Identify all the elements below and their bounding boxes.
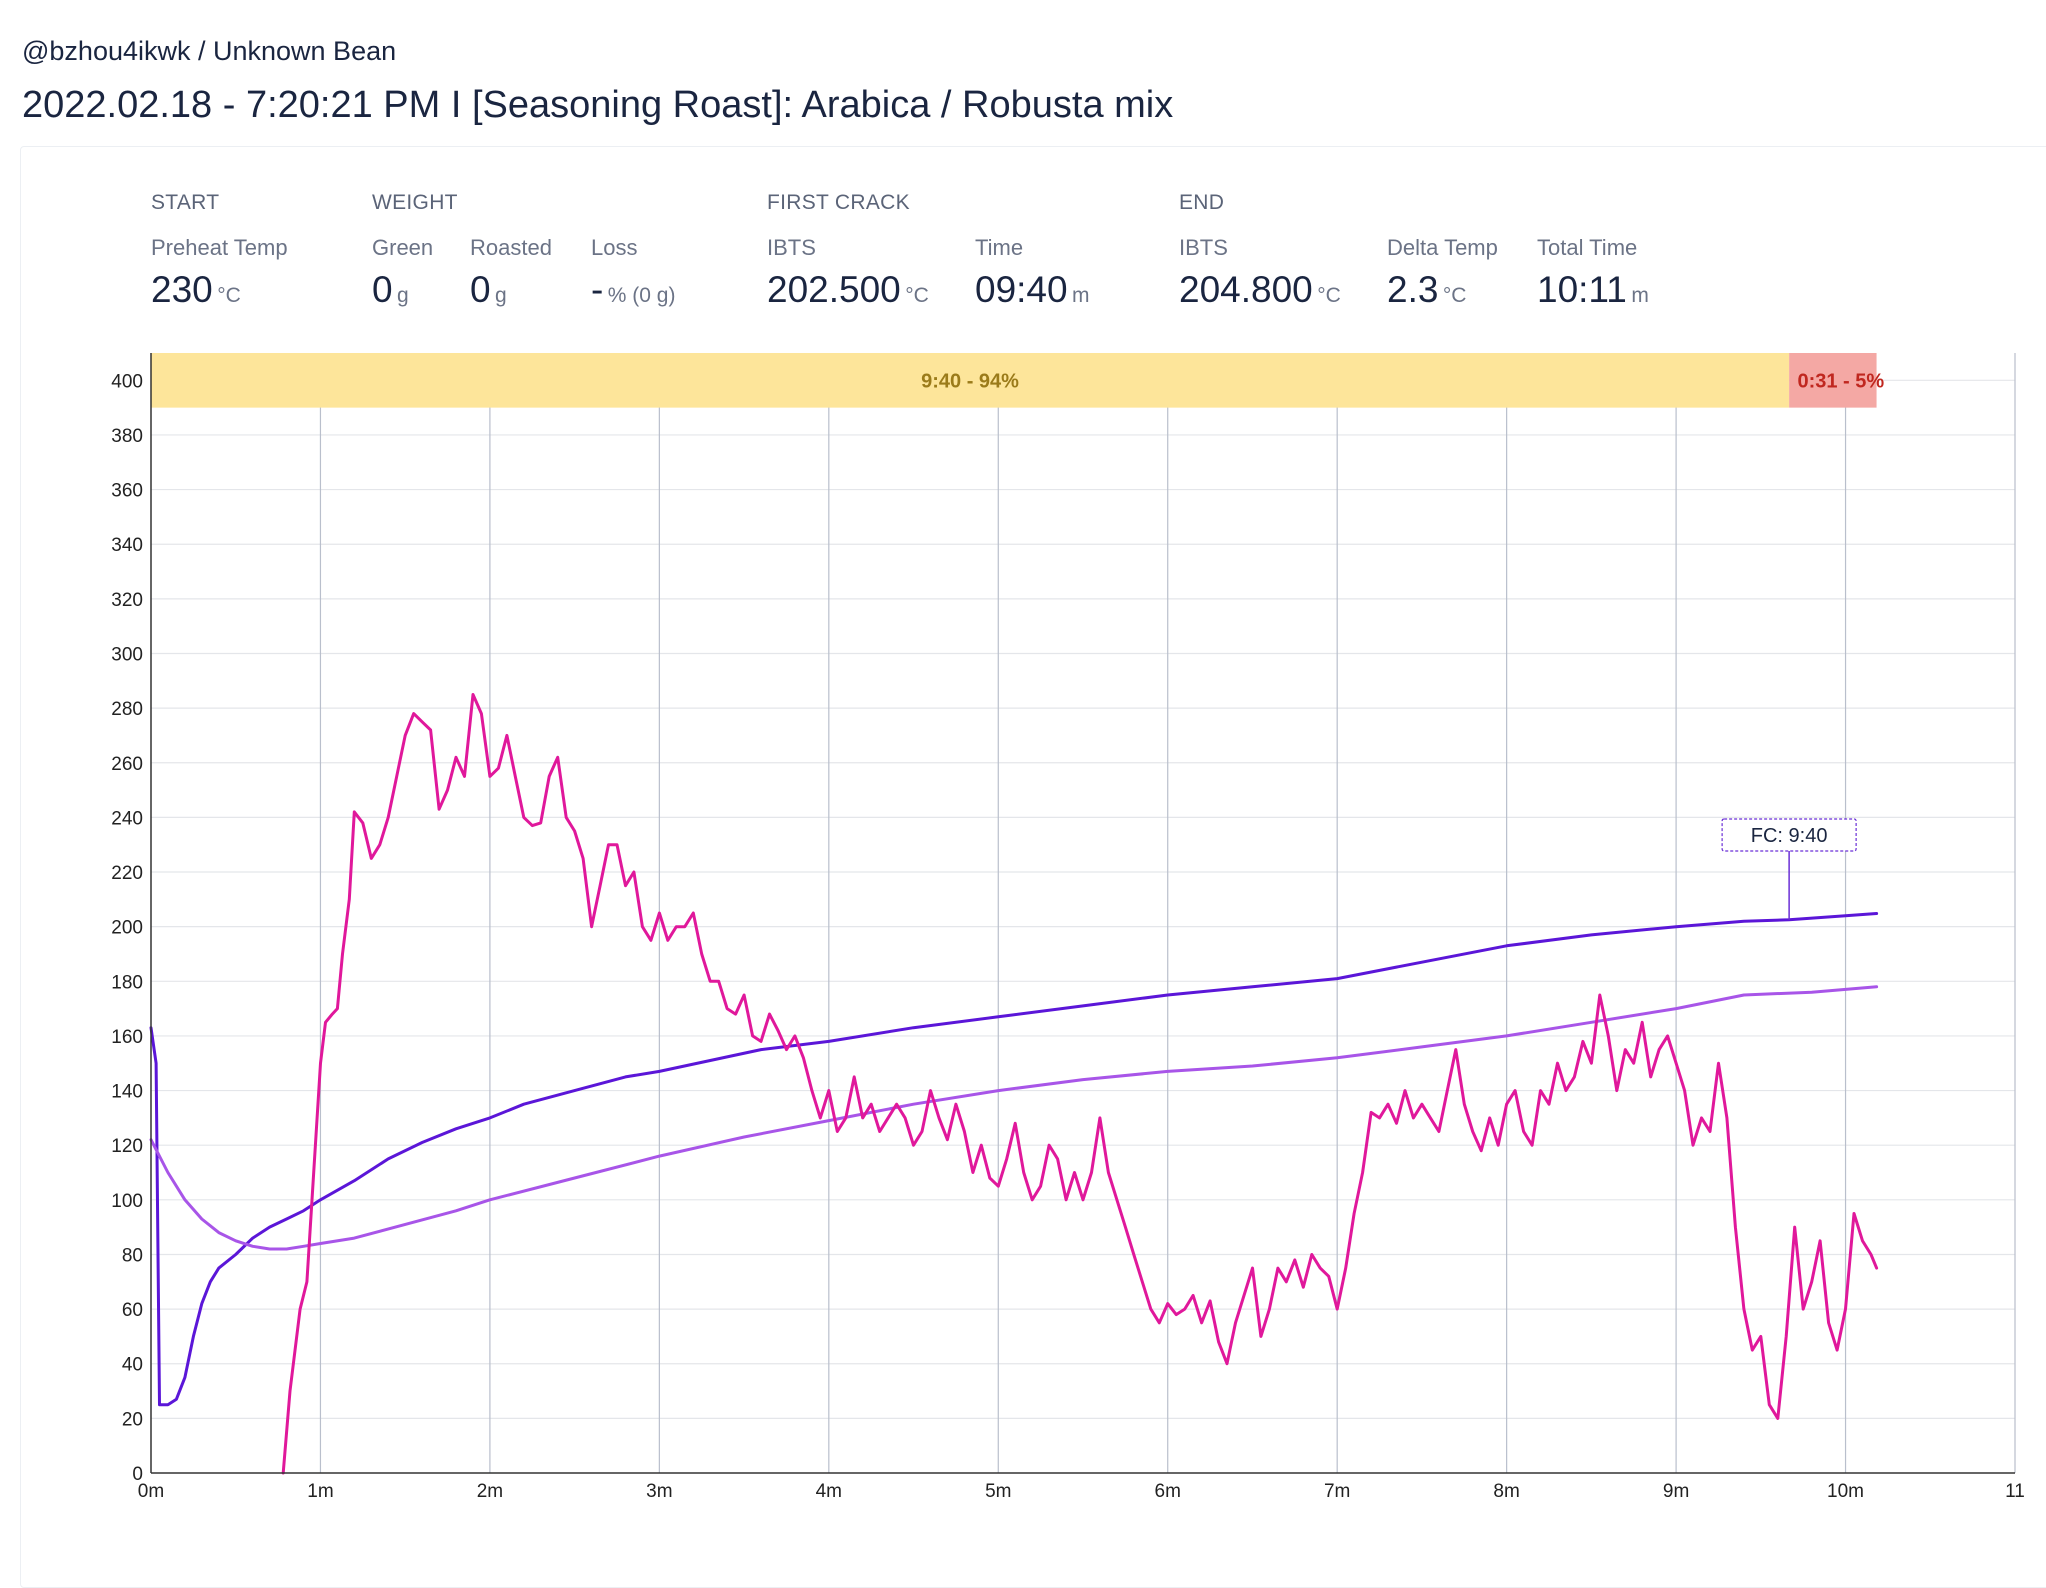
y-tick-label: 400 — [111, 371, 143, 392]
x-tick-label: 8m — [1493, 1481, 1519, 1502]
y-tick-label: 200 — [111, 918, 143, 939]
y-tick-label: 260 — [111, 754, 143, 775]
y-tick-label: 20 — [122, 1409, 143, 1430]
x-tick-label: 6m — [1155, 1481, 1181, 1502]
x-tick-label: 5m — [985, 1481, 1011, 1502]
x-tick-label: 0m — [138, 1481, 164, 1502]
x-tick-label: 4m — [816, 1481, 842, 1502]
series-line — [151, 987, 1877, 1249]
y-tick-label: 220 — [111, 863, 143, 884]
y-tick-label: 120 — [111, 1136, 143, 1157]
chart-grid — [151, 353, 2015, 1473]
y-tick-label: 80 — [122, 1245, 143, 1266]
y-tick-label: 300 — [111, 644, 143, 665]
series-line — [151, 914, 1877, 1405]
y-tick-label: 40 — [122, 1355, 143, 1376]
phase-label: 9:40 - 94% — [921, 370, 1019, 392]
y-tick-label: 280 — [111, 699, 143, 720]
y-tick-label: 180 — [111, 972, 143, 993]
x-tick-label: 3m — [646, 1481, 672, 1502]
x-tick-label: 1m — [307, 1481, 333, 1502]
y-tick-label: 380 — [111, 426, 143, 447]
y-tick-label: 360 — [111, 481, 143, 502]
y-tick-label: 100 — [111, 1191, 143, 1212]
x-tick-label: 11 — [2005, 1481, 2025, 1502]
chart-series — [151, 695, 1877, 1474]
chart-annotation: FC: 9:40 — [1722, 819, 1856, 920]
x-tick-label: 7m — [1324, 1481, 1350, 1502]
x-tick-label: 2m — [477, 1481, 503, 1502]
y-tick-label: 140 — [111, 1082, 143, 1103]
y-tick-label: 240 — [111, 808, 143, 829]
phase-bands: 9:40 - 94% 0:31 - 5% — [151, 353, 1884, 408]
x-tick-label: 10m — [1827, 1481, 1864, 1502]
chart-axes: 0204060801001201401601802002202402602803… — [111, 353, 2025, 1502]
y-tick-label: 340 — [111, 535, 143, 556]
y-tick-label: 320 — [111, 590, 143, 611]
y-tick-label: 160 — [111, 1027, 143, 1048]
phase-label: 0:31 - 5% — [1797, 370, 1884, 392]
y-tick-label: 60 — [122, 1300, 143, 1321]
series-line — [283, 695, 1876, 1474]
x-tick-label: 9m — [1663, 1481, 1689, 1502]
annotation-label: FC: 9:40 — [1751, 825, 1828, 847]
